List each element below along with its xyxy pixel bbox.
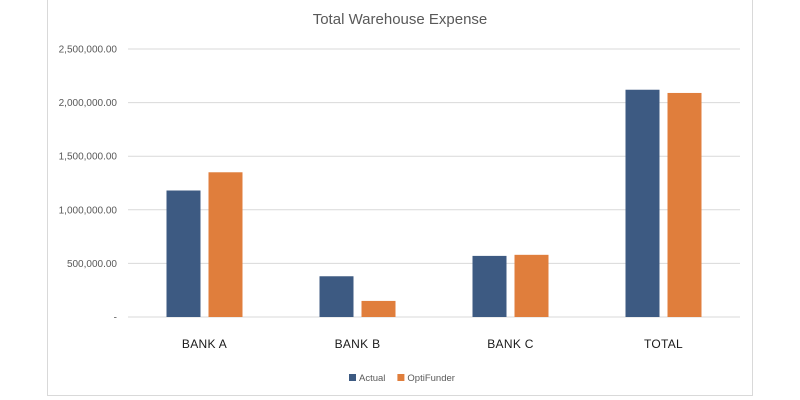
y-tick-label: 2,500,000.00 xyxy=(59,45,118,56)
legend-label: Actual xyxy=(359,373,385,384)
y-axis-ticks: - 500,000.00 1,000,000.00 1,500,000.00 2,000… xyxy=(59,45,118,324)
x-tick-label: TOTAL xyxy=(644,337,683,351)
y-tick-label: 2,000,000.00 xyxy=(59,98,118,109)
legend-swatch xyxy=(349,374,356,381)
x-tick-label: BANK C xyxy=(487,337,534,351)
bar-bank-a-optifunder xyxy=(208,172,243,317)
x-axis-ticks: BANK A BANK B BANK C TOTAL xyxy=(182,337,683,351)
bar-total-actual xyxy=(625,89,660,318)
y-tick-label: 1,000,000.00 xyxy=(59,205,118,216)
y-tick-label: - xyxy=(114,313,117,324)
bar-bank-c-optifunder xyxy=(514,254,549,317)
bar-bank-b-actual xyxy=(319,276,354,317)
y-tick-label: 500,000.00 xyxy=(67,259,117,270)
legend: Actual OptiFunder xyxy=(349,373,455,384)
bar-total-optifunder xyxy=(667,92,702,318)
y-tick-label: 1,500,000.00 xyxy=(59,152,118,163)
bar-bank-b-optifunder xyxy=(361,300,396,317)
bars xyxy=(166,89,702,318)
bar-bank-c-actual xyxy=(472,255,507,317)
x-tick-label: BANK A xyxy=(182,337,227,351)
legend-label: OptiFunder xyxy=(407,373,455,384)
bar-bank-a-actual xyxy=(166,190,201,317)
x-tick-label: BANK B xyxy=(335,337,381,351)
legend-swatch xyxy=(397,374,405,381)
chart-title: Total Warehouse Expense xyxy=(313,11,488,28)
